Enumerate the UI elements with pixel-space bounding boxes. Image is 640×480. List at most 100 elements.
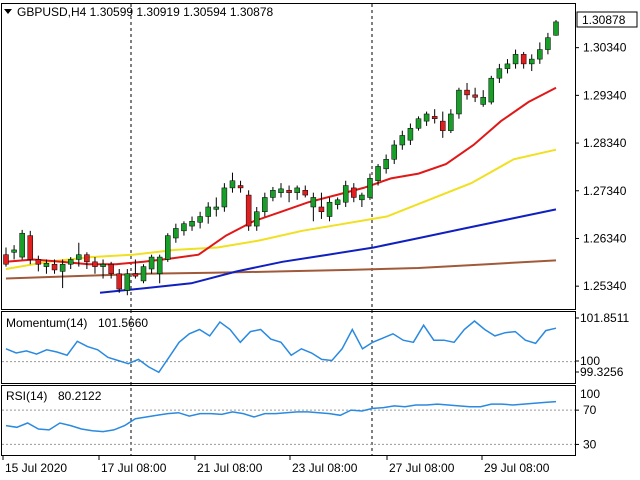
candle-body [197, 216, 203, 223]
candle-body [35, 259, 42, 265]
rsi-tick-label: 70 [583, 403, 597, 417]
candle-body [310, 197, 317, 208]
candle-body [286, 190, 292, 193]
ma-fast-line [5, 86, 557, 266]
candle-body [391, 144, 397, 160]
candle-body [270, 190, 276, 198]
candle-body [173, 228, 179, 239]
candle-body [237, 185, 244, 189]
candle-body [76, 254, 82, 260]
candles [3, 20, 559, 296]
price-tick-label: 1.30340 [583, 41, 627, 55]
candle-body [342, 185, 349, 203]
candle-body [156, 256, 163, 275]
candle-body [496, 68, 503, 79]
candle-body [423, 113, 430, 122]
candle-body [359, 194, 365, 201]
candle-body [67, 259, 74, 265]
momentum-panel-frame [1, 311, 576, 384]
time-tick-label: 29 Jul 08:00 [484, 461, 550, 475]
candle-body [520, 54, 527, 65]
candle-body [229, 180, 236, 189]
candle-body [124, 273, 131, 291]
momentum-tick-label: 99.3256 [580, 365, 624, 379]
candle-body [464, 89, 470, 96]
candle-body [440, 120, 446, 131]
candle-body [448, 113, 454, 131]
ma-slow-line [99, 208, 557, 294]
momentum-tick-label: 100 [580, 354, 600, 368]
candle-body [43, 263, 50, 267]
candle-body [108, 263, 114, 275]
candle-body [3, 254, 9, 265]
candle-body [318, 206, 325, 213]
session-separators [130, 4, 373, 455]
candle-body [213, 206, 220, 210]
price-tick-label: 1.27340 [583, 184, 627, 198]
candle-body [278, 188, 284, 193]
candle-body [253, 211, 260, 227]
time-tick-label: 15 Jul 2020 [5, 461, 67, 475]
price-tick-label: 1.25340 [583, 279, 627, 293]
candle-body [140, 266, 147, 282]
candle-body [512, 54, 519, 65]
price-tick-label: 1.26340 [583, 231, 627, 245]
candle-body [472, 94, 478, 98]
candle-body [545, 37, 551, 50]
candle-body [189, 221, 195, 227]
time-tick-label: 27 Jul 08:00 [389, 461, 455, 475]
candle-body [326, 201, 333, 217]
candle-body [553, 21, 559, 36]
rsi-line [5, 400, 557, 433]
ma-mid-line [5, 148, 557, 270]
price-tick-label: 1.28340 [583, 136, 627, 150]
candle-body [92, 261, 98, 267]
candle-body [528, 58, 535, 65]
symbol-header: GBPUSD,H4 1.30599 1.30919 1.30594 1.3087… [17, 5, 274, 19]
candle-body [59, 263, 66, 272]
time-axis: 15 Jul 2020 17 Jul 08:00 21 Jul 08:00 23 Ju… [2, 455, 550, 475]
symbol-dropdown-icon[interactable] [4, 9, 12, 14]
candle-body [245, 194, 252, 227]
candle-body [51, 263, 58, 271]
candle-body [181, 223, 187, 232]
main-panel-frame [1, 3, 576, 310]
candle-body [11, 249, 17, 253]
momentum-value: 101.5660 [98, 316, 148, 330]
candle-body [375, 166, 381, 181]
candle-body [132, 273, 139, 277]
rsi-title: RSI(14) [6, 389, 47, 403]
candle-body [537, 49, 543, 60]
candle-body [351, 187, 357, 198]
ma-long-line [5, 259, 557, 280]
candle-body [84, 254, 90, 263]
candle-body [27, 235, 34, 260]
candle-body [262, 197, 268, 213]
price-tick-label: 1.29340 [583, 88, 627, 102]
oscillators [2, 320, 575, 445]
momentum-line [5, 320, 557, 374]
candle-body [383, 159, 389, 170]
price-axis: 1.30340 1.29340 1.28340 1.27340 1.26340 1.253… [575, 41, 629, 451]
rsi-value: 80.2122 [58, 389, 102, 403]
candle-body [294, 187, 300, 193]
momentum-tick-label: 101.8511 [580, 311, 629, 325]
candle-body [407, 128, 414, 141]
candle-body [116, 273, 122, 290]
time-tick-label: 21 Jul 08:00 [197, 461, 263, 475]
current-price-box [576, 11, 638, 28]
candle-body [504, 63, 511, 69]
candle-body [480, 97, 486, 105]
rsi-top-label: 100 [580, 387, 600, 401]
candle-body [165, 235, 171, 260]
candle-body [19, 232, 25, 258]
momentum-title: Momentum(14) [6, 316, 87, 330]
candle-body [456, 89, 462, 115]
candle-body [431, 116, 438, 119]
time-tick-label: 23 Jul 08:00 [292, 461, 358, 475]
candle-body [302, 190, 309, 196]
rsi-panel-frame [1, 385, 576, 456]
candle-body [334, 199, 341, 205]
candle-body [399, 135, 406, 146]
